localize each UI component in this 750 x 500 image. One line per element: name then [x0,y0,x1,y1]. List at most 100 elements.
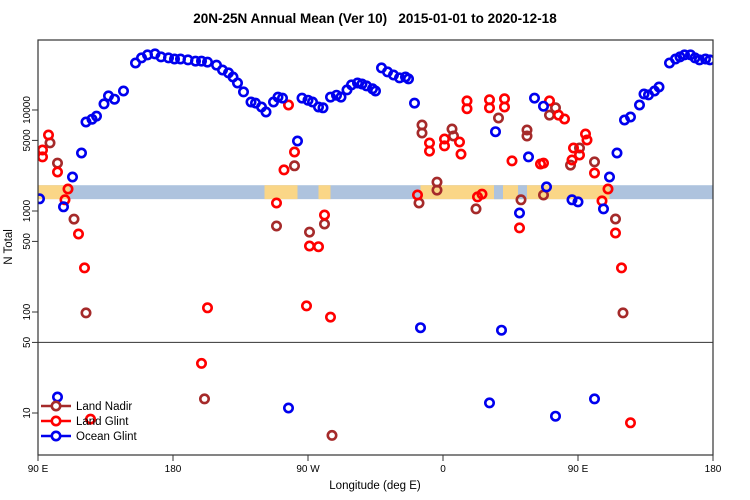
data-point [566,154,578,166]
data-point [638,88,650,100]
data-point [38,151,48,163]
data-point [513,207,525,219]
data-point [118,85,130,97]
data-point [537,100,549,112]
data-point [704,54,713,66]
data-point [597,203,609,215]
data-point [588,156,600,168]
data-point [453,136,465,148]
data-point [573,142,585,154]
data-point [572,196,584,208]
data-point [272,91,284,103]
data-point [196,55,208,67]
data-point [51,166,63,178]
data-point [602,183,614,195]
data-point [566,194,578,206]
data-point [438,133,450,145]
legend-label: Land Glint [76,416,129,428]
data-point [483,397,495,409]
data-point [276,92,288,104]
data-point [51,391,63,403]
data-point [438,140,450,152]
data-point [506,155,518,167]
data-point [326,429,338,441]
data-point [318,209,330,221]
data-point [79,262,91,274]
data-point [447,130,459,142]
data-point [615,262,627,274]
map-band-land [264,185,298,200]
data-point [522,151,534,163]
data-point [345,79,357,91]
data-point [521,130,533,142]
data-point [609,227,621,239]
data-point [411,189,423,201]
legend-marker-circle [50,400,62,412]
x-tick-label: 90 E [568,464,589,475]
data-point [291,135,303,147]
x-tick-label: 180 [705,464,722,475]
data-point [369,85,381,97]
data-point [540,181,552,193]
data-point [567,142,579,154]
data-point [495,324,507,336]
map-band-ocean-notch [494,185,503,200]
data-point [528,92,540,104]
data-point [196,357,208,369]
data-point [296,92,308,104]
data-point [549,410,561,422]
data-point [489,126,501,138]
y-tick-label: 500 [22,233,33,250]
map-band-ocean-notch [518,185,527,200]
data-point [624,111,636,123]
data-point [579,128,591,140]
legend-item: Land Nadir [41,400,132,413]
y-tick-label: 5000 [22,129,33,152]
data-point [492,112,504,124]
legend-label: Land Nadir [76,401,132,413]
data-point [543,95,555,107]
data-point [470,203,482,215]
series-land-nadir [44,102,629,441]
data-point [318,218,330,230]
legend-item: Ocean Glint [41,430,138,443]
series-ocean-glint [38,48,713,422]
data-point [98,98,110,110]
data-point [317,102,329,114]
data-point [515,194,527,206]
data-point [91,110,103,122]
data-point [588,393,600,405]
data-point [324,311,336,323]
data-point [288,160,300,172]
data-point [581,134,593,146]
y-axis-label: N Total [3,229,15,265]
x-tick-label: 90 W [296,464,320,475]
data-point [498,101,510,113]
data-point [288,146,300,158]
data-point [423,145,435,157]
data-point [455,148,467,160]
data-point [42,129,54,141]
plot-area [38,48,713,441]
data-point [693,54,705,66]
data-point [678,49,690,61]
data-point [109,93,121,105]
legend-label: Ocean Glint [76,431,138,443]
data-point [51,157,63,169]
map-band-land [420,185,610,200]
data-point [76,147,88,159]
data-point [190,55,202,67]
data-point [238,86,250,98]
data-point [624,417,636,429]
series-land-glint [38,93,636,429]
legend-marker-circle [50,415,62,427]
data-point [699,53,711,65]
data-point [564,159,576,171]
data-point [312,241,324,253]
data-point [534,158,546,170]
data-point [300,300,312,312]
data-point [431,184,443,196]
data-point [351,77,363,89]
x-axis-label: Longitude (deg E) [329,480,421,492]
